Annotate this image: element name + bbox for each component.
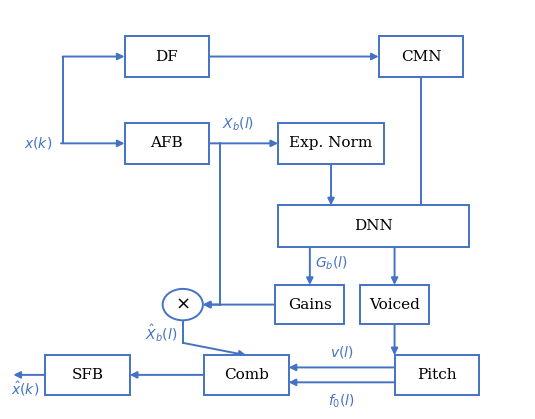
- FancyBboxPatch shape: [278, 205, 469, 247]
- Text: Exp. Norm: Exp. Norm: [289, 136, 373, 150]
- Text: SFB: SFB: [72, 368, 103, 382]
- Circle shape: [163, 289, 203, 320]
- Text: Pitch: Pitch: [417, 368, 457, 382]
- Text: DNN: DNN: [354, 219, 393, 233]
- Text: Comb: Comb: [224, 368, 269, 382]
- Text: $f_0(l)$: $f_0(l)$: [328, 393, 355, 410]
- FancyBboxPatch shape: [204, 355, 289, 395]
- Text: $\hat{X}_b(l)$: $\hat{X}_b(l)$: [145, 323, 178, 344]
- FancyBboxPatch shape: [125, 36, 209, 77]
- FancyBboxPatch shape: [278, 123, 384, 164]
- Text: DF: DF: [156, 49, 178, 64]
- Text: Gains: Gains: [288, 297, 332, 312]
- FancyBboxPatch shape: [379, 36, 463, 77]
- FancyBboxPatch shape: [395, 355, 479, 395]
- Text: ×: ×: [175, 295, 190, 313]
- FancyBboxPatch shape: [45, 355, 130, 395]
- Text: CMN: CMN: [401, 49, 441, 64]
- Text: AFB: AFB: [150, 136, 183, 150]
- Text: $\hat{x}(k)$: $\hat{x}(k)$: [11, 380, 39, 398]
- FancyBboxPatch shape: [360, 285, 429, 324]
- FancyBboxPatch shape: [276, 285, 344, 324]
- Text: $G_b(l)$: $G_b(l)$: [315, 255, 348, 272]
- Text: $x(k)$: $x(k)$: [24, 135, 52, 151]
- Text: $X_b(l)$: $X_b(l)$: [223, 116, 255, 133]
- Text: Voiced: Voiced: [369, 297, 420, 312]
- FancyBboxPatch shape: [125, 123, 209, 164]
- Text: $v(l)$: $v(l)$: [330, 344, 354, 360]
